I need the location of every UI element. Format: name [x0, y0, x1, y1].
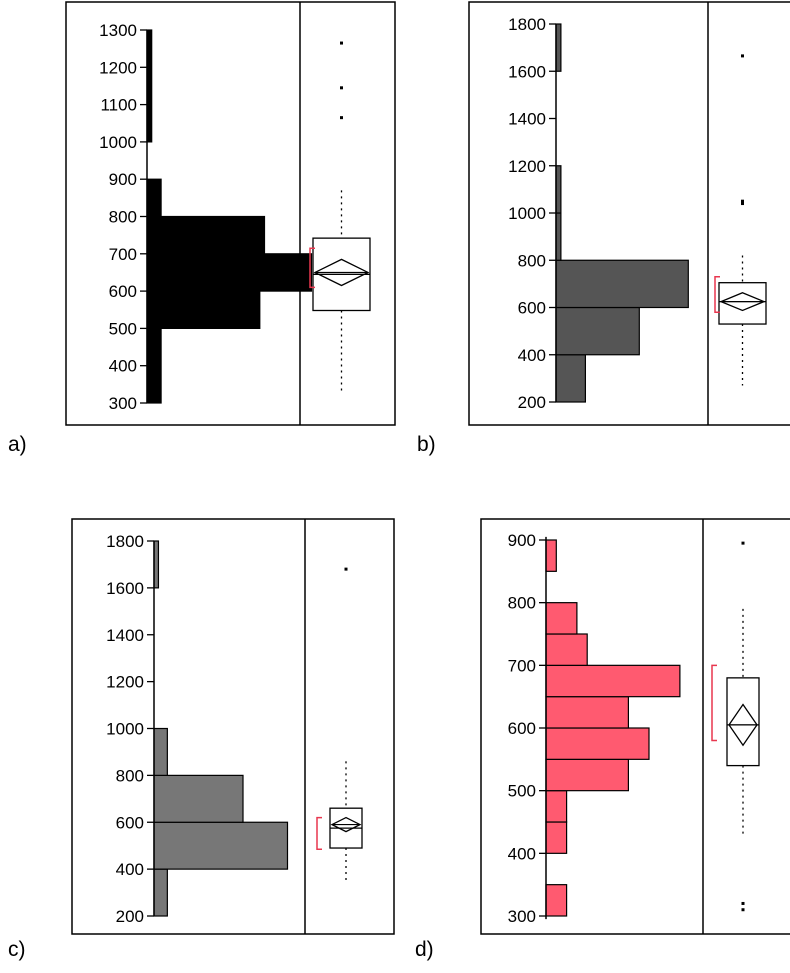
- y-tick-label: 800: [508, 594, 536, 613]
- histogram-bar: [545, 727, 650, 760]
- histogram-bar: [146, 290, 261, 330]
- y-tick-label: 1300: [99, 21, 137, 40]
- panel-a: 300 400 500 600 700 800 900 1000 1100 1200 1300 a): [8, 1, 396, 456]
- y-tick-label: 1100: [100, 96, 137, 115]
- y-tick-label: 1400: [106, 626, 144, 645]
- histogram-bar: [153, 821, 289, 870]
- panel-label: a): [8, 433, 27, 456]
- y-tick-label: 400: [109, 357, 137, 376]
- histogram-bar: [545, 884, 568, 917]
- shortest-half-bracket: [316, 816, 322, 850]
- y-tick-label: 200: [116, 907, 144, 926]
- mean-diamond: [719, 292, 766, 312]
- y-tick-label: 400: [518, 346, 546, 365]
- y-tick-label: 500: [508, 782, 536, 801]
- histogram-bar: [153, 868, 168, 917]
- y-tick-label: 1800: [106, 532, 144, 551]
- histogram-bar: [545, 664, 681, 698]
- histogram-bar: [555, 259, 689, 309]
- y-tick-label: 1600: [106, 579, 144, 598]
- y-tick-label: 1800: [508, 15, 546, 34]
- y-tick-label: 400: [508, 844, 536, 863]
- y-tick-label: 1200: [99, 58, 137, 77]
- y-tick-label: 800: [109, 208, 137, 227]
- y-tick-label: 800: [116, 766, 144, 785]
- y-tick-label: 700: [508, 656, 536, 675]
- histogram-bar: [545, 790, 568, 823]
- shortest-half-bracket: [711, 664, 717, 742]
- shortest-half-bracket: [714, 276, 720, 313]
- y-tick-label: 400: [116, 860, 144, 879]
- y-tick-label: 600: [116, 813, 144, 832]
- y-tick-label: 600: [109, 282, 137, 301]
- histogram-bar: [146, 178, 162, 218]
- outlier-point: [340, 41, 343, 45]
- y-tick-label: 700: [109, 245, 137, 264]
- histogram-bar: [555, 354, 586, 403]
- y-tick-label: 1200: [508, 157, 546, 176]
- y-tick-label: 600: [508, 719, 536, 738]
- histogram-bar: [545, 539, 557, 572]
- histogram-bar: [146, 253, 313, 292]
- histogram-bar: [146, 327, 162, 404]
- mean-diamond: [313, 258, 370, 287]
- y-tick-label: 1000: [99, 133, 137, 152]
- outlier-point: [741, 199, 744, 203]
- y-tick-label: 300: [109, 394, 137, 413]
- panel-d: 300 400 500 600 700 800 900 d): [415, 518, 790, 961]
- y-tick-label: 200: [518, 393, 546, 412]
- histogram-bar: [545, 758, 630, 792]
- y-tick-label: 1000: [106, 720, 144, 739]
- histogram-bar: [146, 215, 266, 255]
- outlier-point: [340, 86, 343, 90]
- outlier-point: [344, 567, 348, 571]
- panel-b: 200 400 600 800 1000 1200 1400 1600 1800 b): [417, 1, 790, 456]
- histogram-bar: [555, 306, 640, 356]
- y-tick-label: 600: [518, 299, 546, 318]
- y-tick-label: 900: [508, 531, 536, 550]
- panel-label: d): [415, 938, 434, 961]
- panel-c: 200 400 600 800 1000 1200 1400 1600 1800 c): [8, 518, 395, 961]
- y-tick-label: 500: [109, 319, 137, 338]
- panel-label: c): [8, 938, 26, 961]
- histogram-bar: [545, 696, 630, 729]
- outlier-point: [741, 901, 745, 905]
- plot-frame: [65, 1, 396, 426]
- mean-diamond: [330, 816, 362, 833]
- y-tick-label: 1600: [508, 62, 546, 81]
- shortest-half-bracket: [309, 247, 315, 289]
- outlier-point: [741, 54, 744, 58]
- histogram-bar: [545, 633, 588, 666]
- outlier-point: [741, 202, 744, 206]
- histogram-bar: [153, 727, 168, 776]
- histogram-bar: [153, 774, 244, 823]
- plot-frame: [480, 518, 790, 935]
- outlier-point: [340, 116, 343, 120]
- panel-label: b): [417, 433, 436, 456]
- histogram-bar: [545, 821, 568, 854]
- outlier-point: [741, 908, 745, 912]
- y-tick-label: 800: [518, 251, 546, 270]
- plot-frame: [71, 518, 395, 935]
- y-tick-label: 900: [109, 170, 137, 189]
- mean-diamond: [728, 703, 758, 747]
- plot-frame: [468, 1, 790, 426]
- y-tick-label: 1400: [508, 110, 546, 129]
- outlier-point: [741, 541, 745, 545]
- y-tick-label: 1000: [508, 204, 546, 223]
- y-tick-label: 1200: [106, 673, 144, 692]
- y-tick-label: 300: [508, 907, 536, 926]
- histogram-bar: [545, 602, 578, 635]
- quartile-box: [726, 677, 760, 767]
